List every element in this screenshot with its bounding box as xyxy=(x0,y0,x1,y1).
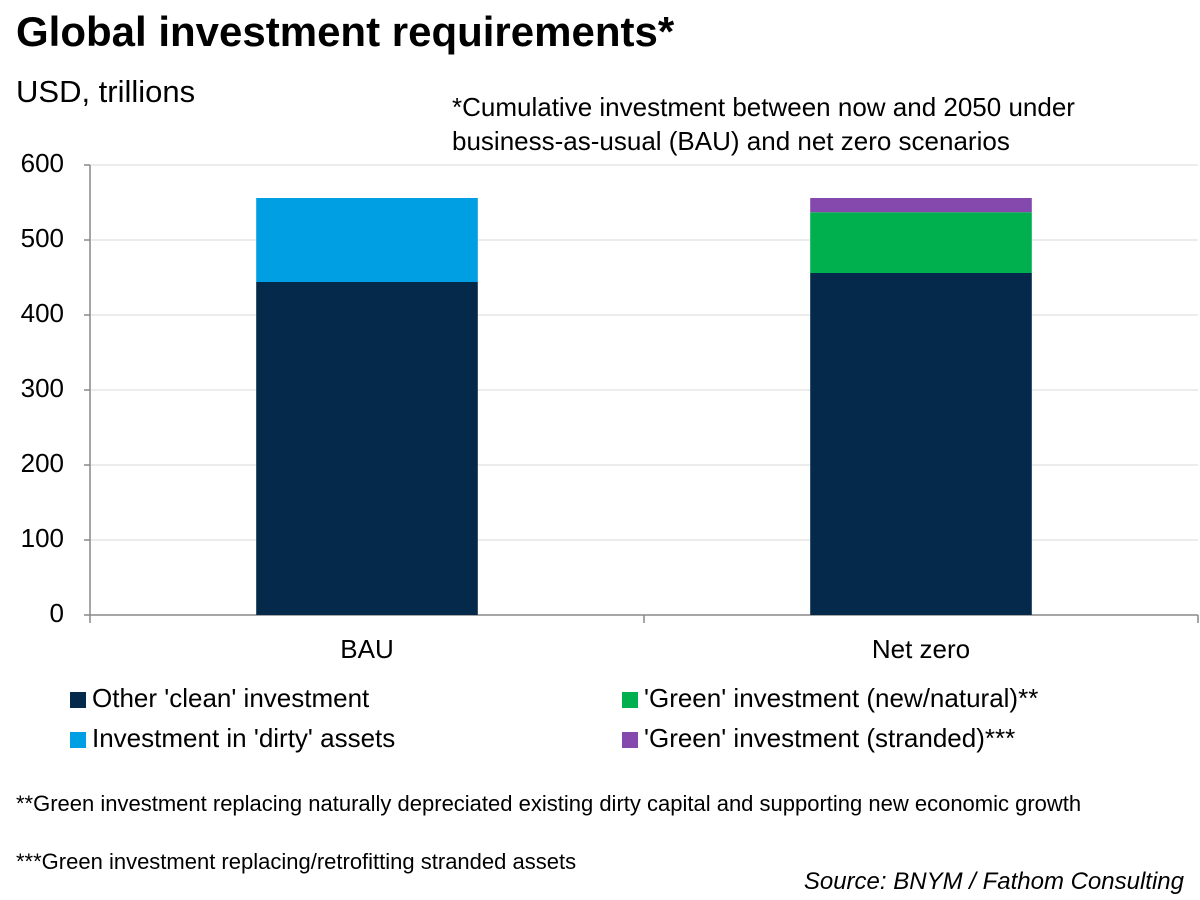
x-tick-label: BAU xyxy=(340,634,393,664)
legend-label: Investment in 'dirty' assets xyxy=(92,723,395,753)
footnote: ***Green investment replacing/retrofitti… xyxy=(16,849,577,874)
source: Source: BNYM / Fathom Consulting xyxy=(803,868,1184,895)
bar-segment xyxy=(810,212,1032,273)
chart-subtitle: USD, trillions xyxy=(16,74,196,109)
y-tick-label: 600 xyxy=(21,148,64,178)
chart-title: Global investment requirements* xyxy=(16,8,675,55)
chart-note: *Cumulative investment between now and 2… xyxy=(452,92,1075,156)
legend-label: 'Green' investment (new/natural)** xyxy=(644,683,1038,713)
y-tick-label: 400 xyxy=(21,298,64,328)
y-tick-label: 0 xyxy=(50,598,64,628)
footnote: **Green investment replacing naturally d… xyxy=(16,791,1082,816)
bar-segment xyxy=(810,198,1032,213)
x-tick-label: Net zero xyxy=(872,634,970,664)
y-tick-label: 100 xyxy=(21,523,64,553)
legend-swatch xyxy=(70,692,86,708)
legend-label: 'Green' investment (stranded)*** xyxy=(644,723,1015,753)
legend-swatch xyxy=(70,732,86,748)
bar-segment xyxy=(810,273,1032,615)
legend-label: Other 'clean' investment xyxy=(92,683,370,713)
bar-segment xyxy=(256,198,478,282)
legend-swatch xyxy=(622,692,638,708)
y-tick-label: 500 xyxy=(21,223,64,253)
legend-swatch xyxy=(622,732,638,748)
y-tick-label: 300 xyxy=(21,373,64,403)
bar-segment xyxy=(256,282,478,615)
y-tick-label: 200 xyxy=(21,448,64,478)
